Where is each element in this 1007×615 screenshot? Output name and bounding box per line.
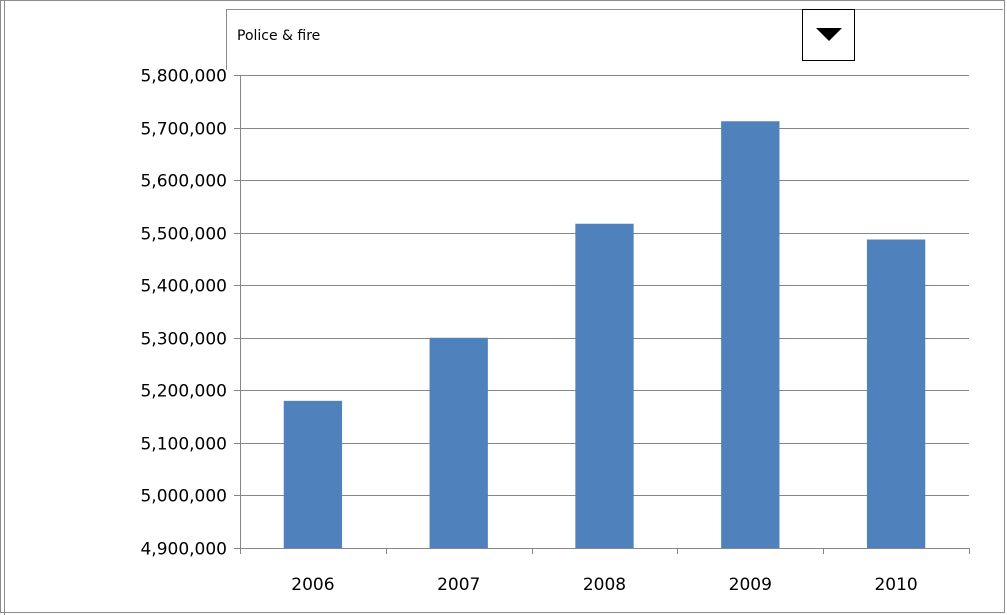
triangle-down-icon (816, 28, 842, 41)
bar (721, 121, 780, 548)
y-tick-label: 5,000,000 (140, 487, 227, 507)
y-tick-label: 5,400,000 (140, 277, 227, 297)
y-tick-label: 5,200,000 (140, 382, 227, 402)
x-tick-label: 2009 (729, 575, 772, 595)
category-selector-label: Police & fire (237, 28, 321, 44)
category-selector (226, 9, 1003, 70)
y-tick-label: 5,700,000 (140, 120, 227, 140)
frame-divider (4, 0, 5, 615)
x-tick-label: 2007 (437, 575, 480, 595)
bar (283, 400, 343, 548)
x-tick-label: 2010 (874, 575, 917, 595)
x-tick-label: 2006 (291, 575, 334, 595)
bar (429, 337, 488, 548)
y-tick-label: 5,100,000 (140, 435, 227, 455)
y-tick-label: 5,800,000 (140, 67, 227, 87)
y-tick-label: 5,300,000 (140, 330, 227, 350)
bar (575, 223, 634, 548)
y-tick-label: 4,900,000 (140, 540, 227, 560)
y-tick-label: 5,500,000 (140, 225, 227, 245)
bar (866, 239, 926, 548)
category-dropdown-button[interactable] (802, 9, 855, 61)
x-tick-label: 2008 (583, 575, 626, 595)
y-tick-label: 5,600,000 (140, 172, 227, 192)
